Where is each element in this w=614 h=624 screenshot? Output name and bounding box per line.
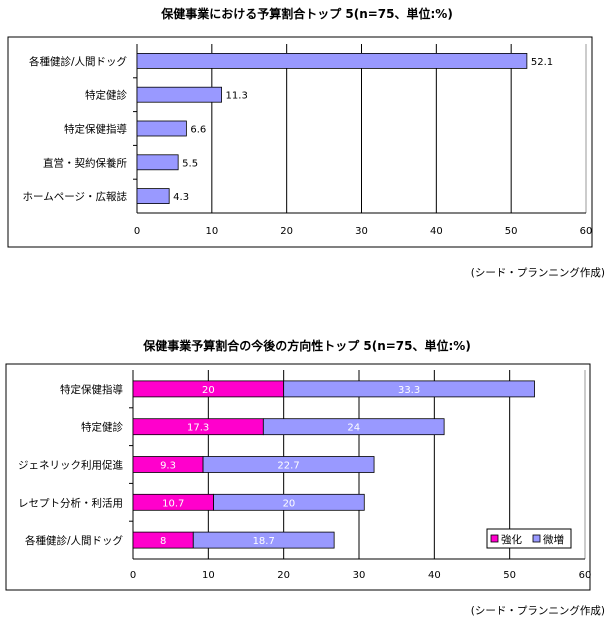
data-label: 18.7 [253, 536, 275, 547]
chart-title: 保健事業予算割合の今後の方向性トップ 5(n=75、単位:%) [142, 338, 471, 353]
data-label: 24 [347, 423, 360, 434]
x-tick-label: 0 [134, 226, 140, 237]
bar [136, 188, 170, 205]
x-tick-label: 30 [353, 570, 366, 581]
bar-increase [192, 531, 335, 549]
x-tick-label: 30 [355, 226, 368, 237]
x-tick-label: 20 [280, 226, 293, 237]
bar [136, 154, 179, 171]
category-label: 特定保健指導 [64, 123, 127, 136]
chart-frame [5, 363, 591, 591]
category-label: 直営・契約保養所 [43, 156, 127, 169]
data-label: 8 [160, 536, 166, 547]
legend-swatch [490, 534, 499, 543]
x-tick-label: 50 [505, 226, 518, 237]
source-note: (シード・プランニング作成) [471, 604, 605, 617]
x-tick-label: 10 [202, 570, 215, 581]
x-tick-label: 20 [277, 570, 290, 581]
data-label: 20 [202, 385, 215, 396]
x-tick-label: 60 [579, 570, 592, 581]
x-tick-label: 10 [205, 226, 218, 237]
x-tick-label: 40 [428, 570, 441, 581]
data-label: 33.3 [398, 385, 420, 396]
x-tick-label: 0 [130, 570, 136, 581]
data-label: 5.5 [182, 158, 198, 169]
category-label: 各種健診/人間ドッグ [29, 55, 128, 68]
category-label: 各種健診/人間ドッグ [25, 534, 124, 547]
data-label: 52.1 [531, 57, 553, 68]
data-label: 6.6 [190, 125, 206, 136]
category-label: レセプト分析・利活用 [18, 496, 123, 509]
legend-swatch [532, 534, 541, 543]
data-label: 22.7 [277, 461, 299, 472]
category-label: 特定保健指導 [60, 383, 123, 396]
x-tick-label: 40 [430, 226, 443, 237]
category-label: 特定健診 [81, 421, 123, 434]
data-label: 9.3 [160, 461, 176, 472]
bar [136, 120, 187, 137]
chart-title: 保健事業における予算割合トップ 5(n=75、単位:%) [160, 6, 453, 21]
legend-label: 微増 [543, 533, 564, 546]
category-label: 特定健診 [85, 89, 127, 102]
bar [136, 53, 528, 69]
data-label: 20 [283, 498, 296, 509]
x-tick-label: 50 [503, 570, 516, 581]
data-label: 11.3 [226, 91, 248, 102]
data-label: 17.3 [187, 423, 209, 434]
bar [136, 86, 222, 103]
x-tick-label: 60 [580, 226, 593, 237]
chart-frame [7, 36, 593, 248]
legend-label: 強化 [501, 533, 522, 546]
bar-increase [213, 493, 365, 511]
source-note: (シード・プランニング作成) [471, 266, 605, 279]
category-label: ホームページ・広報誌 [23, 190, 128, 203]
bar-increase [283, 380, 535, 398]
bar-increase [262, 418, 445, 436]
category-label: ジェネリック利用促進 [18, 459, 123, 472]
data-label: 4.3 [173, 192, 189, 203]
bar-increase [202, 456, 375, 473]
legend-box [486, 528, 572, 549]
data-label: 10.7 [162, 498, 184, 509]
